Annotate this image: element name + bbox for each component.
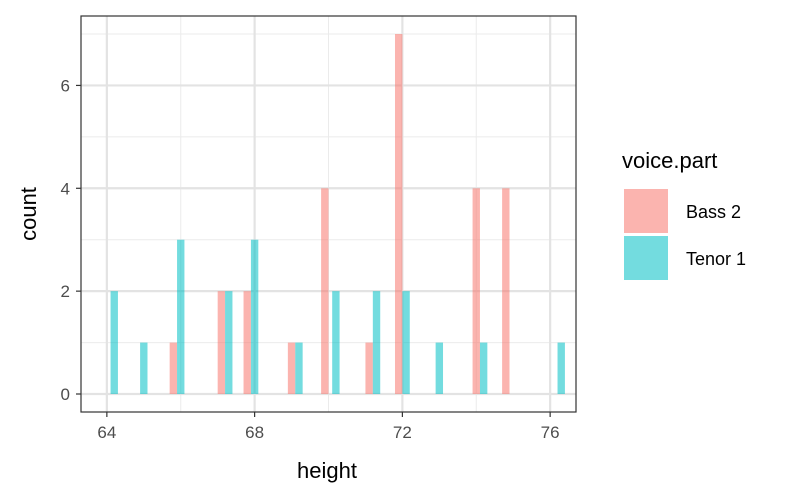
bar-bass-2 [169, 342, 178, 394]
x-tick-label: 68 [245, 423, 264, 442]
y-tick-label: 2 [61, 282, 70, 301]
bar-tenor-1 [295, 342, 303, 394]
bar-tenor-1 [225, 291, 233, 394]
bar-bass-2 [217, 291, 226, 394]
bar-tenor-1 [332, 291, 340, 394]
x-tick-label: 64 [97, 423, 116, 442]
y-tick-label: 6 [61, 76, 70, 95]
panel-border [80, 15, 577, 413]
bar-tenor-1 [402, 291, 410, 394]
bar-tenor-1 [372, 291, 381, 394]
bar-tenor-1 [435, 342, 444, 394]
bar-bass-2 [243, 291, 251, 394]
legend: voice.part Bass 2 Tenor 1 [622, 148, 746, 280]
bar-bass-2 [365, 342, 373, 394]
legend-label: Tenor 1 [686, 249, 746, 269]
bar-tenor-1 [557, 342, 565, 394]
legend-title: voice.part [622, 148, 717, 173]
y-axis-title: count [16, 187, 41, 241]
legend-label: Bass 2 [686, 202, 741, 222]
bar-bass-2 [472, 188, 480, 394]
axes: 64 68 72 76 0 2 4 6 [61, 76, 560, 442]
bar-bass-2 [321, 188, 329, 394]
bar-bass-2 [287, 342, 296, 394]
bar-tenor-1 [177, 239, 185, 394]
x-tick-label: 72 [393, 423, 412, 442]
bar-tenor-1 [479, 342, 488, 394]
bar-tenor-1 [110, 291, 118, 394]
legend-key-tenor-1 [624, 236, 668, 280]
bar-bass-2 [394, 34, 403, 394]
x-tick-label: 76 [541, 423, 560, 442]
y-tick-label: 0 [61, 385, 70, 404]
bar-bass-2 [502, 188, 510, 394]
plot-area [80, 15, 577, 413]
bar-tenor-1 [250, 239, 259, 394]
bar-tenor-1 [140, 342, 148, 394]
legend-key-bass-2 [624, 189, 668, 233]
x-axis-title: height [297, 458, 357, 483]
y-tick-label: 4 [61, 179, 70, 198]
